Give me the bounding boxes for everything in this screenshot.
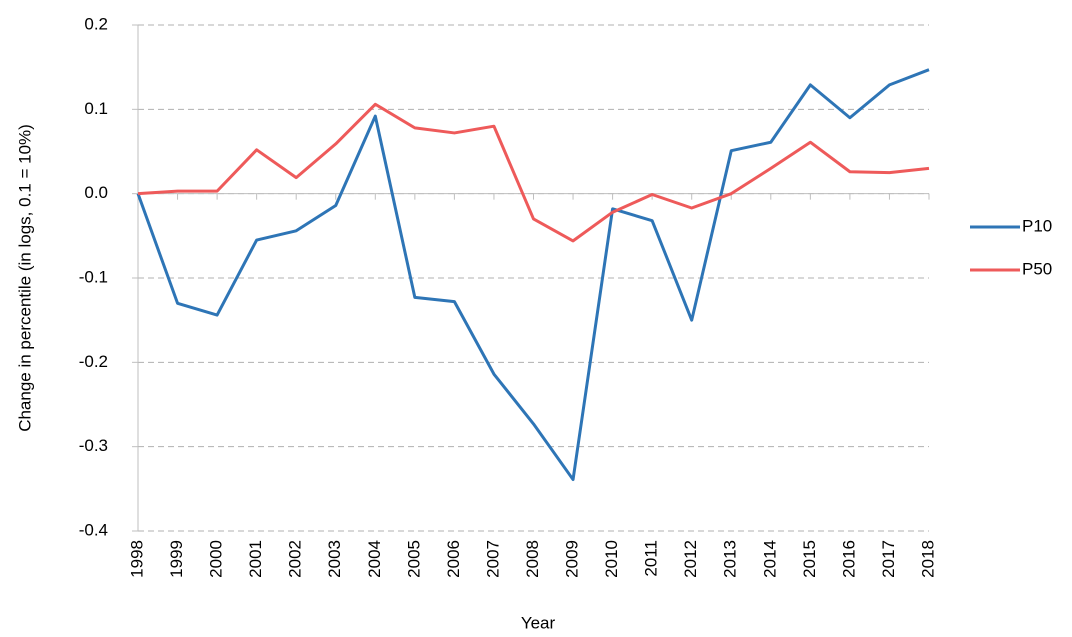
x-tick-label: 2012 xyxy=(681,540,700,578)
x-tick-label: 2010 xyxy=(602,540,621,578)
x-tick-label: 2006 xyxy=(444,540,463,578)
y-tick-label: 0.2 xyxy=(84,14,108,33)
y-tick-label: -0.1 xyxy=(79,267,108,286)
x-tick-label: 2005 xyxy=(404,540,423,578)
x-tick-label: 2017 xyxy=(879,540,898,578)
x-tick-label: 2014 xyxy=(760,540,779,578)
y-tick-label: -0.2 xyxy=(79,352,108,371)
x-tick-label: 2004 xyxy=(365,540,384,578)
legend-label: P50 xyxy=(1022,259,1052,278)
x-tick-label: 2003 xyxy=(325,540,344,578)
x-tick-label: 2008 xyxy=(523,540,542,578)
x-tick-label: 2000 xyxy=(207,540,226,578)
series-line xyxy=(137,102,930,243)
x-axis-label: Year xyxy=(521,613,556,632)
x-tick-label: 2009 xyxy=(563,540,582,578)
y-axis-label: Change in percentile (in logs, 0.1 = 10%… xyxy=(15,124,34,432)
x-tick-label: 2015 xyxy=(800,540,819,578)
x-tick-label: 1999 xyxy=(167,540,186,578)
x-tick-label: 2016 xyxy=(839,540,858,578)
y-tick-label: 0.0 xyxy=(84,183,108,202)
legend-label: P10 xyxy=(1022,216,1052,235)
x-tick-label: 2013 xyxy=(721,540,740,578)
x-tick-label: 2011 xyxy=(642,540,661,577)
x-tick-label: 2007 xyxy=(483,540,502,578)
series-line xyxy=(136,68,930,482)
y-tick-label: -0.3 xyxy=(79,436,108,455)
x-tick-label: 2002 xyxy=(286,540,305,578)
x-tick-label: 2018 xyxy=(918,540,937,578)
y-tick-label: 0.1 xyxy=(84,99,108,118)
y-tick-label: -0.4 xyxy=(79,520,108,539)
x-tick-label: 1998 xyxy=(127,540,146,578)
x-tick-label: 2001 xyxy=(246,540,265,578)
